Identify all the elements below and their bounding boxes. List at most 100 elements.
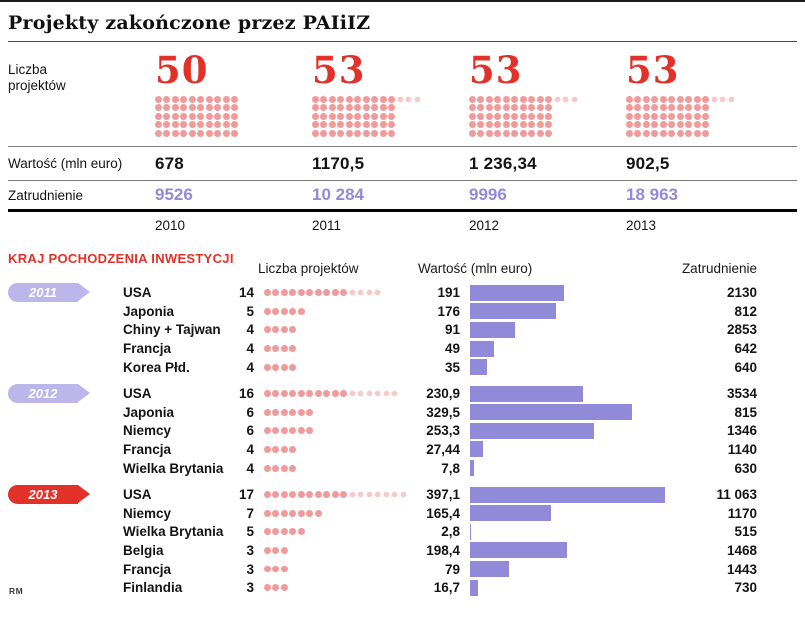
project-dot (345, 96, 353, 103)
project-dot (502, 129, 510, 137)
project-dot (362, 96, 370, 103)
project-dot-extra (719, 96, 726, 103)
projects-count: 4 (246, 341, 254, 356)
project-dot (528, 112, 536, 120)
project-dot (331, 390, 339, 398)
project-dot (469, 104, 476, 112)
project-dot (528, 121, 536, 129)
project-dot (272, 289, 280, 297)
projects-dot-grid (626, 96, 783, 137)
project-dot (502, 112, 510, 120)
project-dot (155, 121, 162, 129)
year-group-2013: 2013 USA 17 397,1 11 063 Niemcy 7 165,4 1170 Wiel… (8, 485, 797, 597)
project-dot (272, 408, 280, 416)
country-row: Japonia 6 329,5 815 (8, 403, 797, 422)
projects-count: 3 (246, 542, 254, 558)
country-row: Wielka Brytania 5 2,8 515 (8, 523, 797, 542)
projects-dots (263, 464, 415, 472)
dot-row (312, 112, 469, 120)
projects-count: 53 (626, 48, 680, 92)
project-dot-extra (562, 96, 569, 103)
project-dot-extra (383, 391, 390, 397)
project-dot (642, 121, 650, 129)
project-dot (272, 427, 280, 435)
project-dot (188, 96, 196, 103)
project-dot (328, 129, 336, 137)
project-dot (502, 121, 510, 129)
project-dot-extra (571, 96, 578, 103)
project-dot (272, 345, 280, 352)
project-dot (289, 408, 297, 416)
project-dot (272, 565, 280, 573)
origin-section-title: KRAJ POCHODZENIA INWESTYCJI (8, 251, 234, 267)
projects-dots (263, 289, 415, 297)
project-dot (485, 104, 493, 112)
project-dot (331, 491, 339, 499)
employment-value: 9996 (469, 185, 507, 205)
project-dot (297, 390, 305, 398)
project-dot (297, 408, 305, 416)
value-bar-track (470, 486, 670, 503)
employment-value: 1140 (727, 441, 757, 457)
value-label: 91 (444, 322, 460, 338)
project-dot (289, 326, 297, 334)
project-dot-extra (711, 96, 718, 103)
projects-count: 4 (246, 322, 254, 338)
project-dot (214, 96, 222, 103)
project-dot-extra (405, 96, 412, 103)
value-bar-track (470, 404, 670, 421)
project-dot (320, 104, 328, 112)
project-dot (502, 96, 510, 103)
project-dot (231, 112, 239, 120)
project-dot (651, 104, 659, 112)
project-dot-extra (366, 290, 373, 296)
country-row: Niemcy 6 253,3 1346 (8, 422, 797, 441)
project-dot (180, 121, 188, 129)
value-label: 191 (437, 285, 460, 301)
value-bar-track (470, 359, 670, 376)
project-dot-extra (414, 96, 421, 103)
project-dot (320, 112, 328, 120)
projects-count: 14 (238, 285, 254, 301)
value-bar-track (470, 303, 670, 320)
employment-row: Zatrudnienie 9526 10 284 9996 18 963 (8, 181, 797, 213)
project-dot (272, 464, 280, 472)
project-dot (171, 121, 179, 129)
value-bar (470, 303, 557, 320)
project-dot (214, 104, 222, 112)
project-dot (188, 129, 196, 137)
dot-row (626, 129, 783, 137)
project-dot (264, 565, 271, 573)
dot-row (626, 112, 783, 120)
projects-cell: 53 (312, 50, 469, 138)
project-dot (205, 129, 213, 137)
projects-dots (263, 345, 415, 352)
project-dot (264, 528, 271, 536)
dot-row (264, 491, 415, 499)
dot-row (155, 104, 312, 112)
country-row: Chiny + Tajwan 4 91 2853 (8, 321, 797, 340)
employment-value: 9526 (155, 185, 193, 205)
employment-value: 11 063 (716, 487, 757, 503)
project-dot-extra (357, 492, 364, 498)
value-bar-track (470, 284, 670, 301)
project-dot (626, 96, 633, 103)
project-dot (379, 104, 387, 112)
project-dot (337, 121, 345, 129)
project-dot (328, 96, 336, 103)
year-label: 2011 (312, 217, 342, 233)
project-dot (693, 96, 701, 103)
value-bar (470, 284, 564, 301)
project-dot (511, 121, 519, 129)
project-dot (634, 112, 642, 120)
dot-row (264, 408, 415, 416)
project-dot (388, 112, 396, 120)
project-dot (306, 289, 314, 297)
project-dot (155, 112, 162, 120)
project-dot (702, 96, 710, 103)
projects-cell: 53 (626, 50, 783, 138)
project-dot (651, 112, 659, 120)
project-dot (362, 121, 370, 129)
dot-row (264, 427, 415, 435)
project-dot (371, 129, 379, 137)
